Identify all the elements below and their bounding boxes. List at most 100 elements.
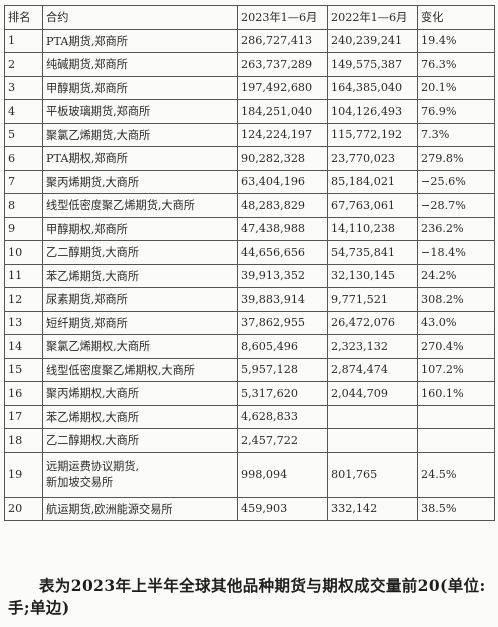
contract-cell: 尿素期货,郑商所 <box>42 287 238 312</box>
contract-cell: 苯乙烯期权,大商所 <box>42 404 238 429</box>
contract-cell: 纯碱期货,郑商所 <box>42 52 238 77</box>
header-change: 变化 <box>417 5 495 30</box>
change-cell: 19.4% <box>417 28 495 53</box>
volume-2022-cell: 332,142 <box>327 496 418 521</box>
header-rank: 排名 <box>4 5 43 30</box>
table-row: 4 平板玻璃期货,郑商所 184,251,040 104,126,493 76.9% <box>4 99 495 124</box>
volume-2023-cell: 5,957,128 <box>237 357 328 382</box>
volume-2022-cell: 26,472,076 <box>327 310 418 335</box>
rank-cell: 16 <box>4 381 43 406</box>
volume-2022-cell: 2,323,132 <box>327 334 418 359</box>
rank-cell: 5 <box>4 122 43 147</box>
volume-2023-cell: 4,628,833 <box>237 404 328 429</box>
contract-cell: 聚氯乙烯期货,大商所 <box>42 122 238 147</box>
contract-cell: 航运期货,欧洲能源交易所 <box>42 496 238 521</box>
contract-cell: 远期运费协议期货, 新加坡交易所 <box>42 451 238 498</box>
rank-cell: 19 <box>4 451 43 498</box>
volume-2022-cell: 104,126,493 <box>327 99 418 124</box>
volume-2022-cell: 164,385,040 <box>327 75 418 100</box>
volume-2023-cell: 90,282,328 <box>237 146 328 171</box>
rank-cell: 4 <box>4 99 43 124</box>
rank-cell: 13 <box>4 310 43 335</box>
change-cell: 236.2% <box>417 216 495 241</box>
rank-cell: 2 <box>4 52 43 77</box>
volume-2023-cell: 197,492,680 <box>237 75 328 100</box>
volume-2023-cell: 63,404,196 <box>237 169 328 194</box>
change-cell: 107.2% <box>417 357 495 382</box>
contract-cell: 苯乙烯期货,大商所 <box>42 263 238 288</box>
change-cell: 7.3% <box>417 122 495 147</box>
contract-cell: 线型低密度聚乙烯期货,大商所 <box>42 193 238 218</box>
contract-cell: 短纤期货,郑商所 <box>42 310 238 335</box>
change-cell: 24.5% <box>417 451 495 498</box>
volume-2023-cell: 5,317,620 <box>237 381 328 406</box>
volume-2023-cell: 44,656,656 <box>237 240 328 265</box>
table-row: 5 聚氯乙烯期货,大商所 124,224,197 115,772,192 7.3% <box>4 122 495 147</box>
table-row: 2 纯碱期货,郑商所 263,737,289 149,575,387 76.3% <box>4 52 495 77</box>
volume-2023-cell: 37,862,955 <box>237 310 328 335</box>
contract-cell: 平板玻璃期货,郑商所 <box>42 99 238 124</box>
table-body: 1 PTA期货,郑商所 286,727,413 240,239,241 19.4% 2 纯碱… <box>4 28 495 521</box>
volume-2022-cell: 23,770,023 <box>327 146 418 171</box>
rank-cell: 14 <box>4 334 43 359</box>
change-cell: 76.3% <box>417 52 495 77</box>
volume-2022-cell: 9,771,521 <box>327 287 418 312</box>
volume-2023-cell: 263,737,289 <box>237 52 328 77</box>
table-header-row: 排名 合约 2023年1—6月 2022年1—6月 变化 <box>4 5 495 30</box>
rank-cell: 10 <box>4 240 43 265</box>
change-cell: 76.9% <box>417 99 495 124</box>
change-cell: 270.4% <box>417 334 495 359</box>
change-cell: 279.8% <box>417 146 495 171</box>
volume-2023-cell: 459,903 <box>237 496 328 521</box>
table-row: 8 线型低密度聚乙烯期货,大商所 48,283,829 67,763,061 −28.7… <box>4 193 495 218</box>
volume-2023-cell: 8,605,496 <box>237 334 328 359</box>
change-cell: −18.4% <box>417 240 495 265</box>
volume-2022-cell: 14,110,238 <box>327 216 418 241</box>
contract-cell: 甲醇期货,郑商所 <box>42 75 238 100</box>
rank-cell: 20 <box>4 496 43 521</box>
volume-2023-cell: 998,094 <box>237 451 328 498</box>
header-contract: 合约 <box>42 5 238 30</box>
contract-cell: 聚氯乙烯期权,大商所 <box>42 334 238 359</box>
change-cell: −25.6% <box>417 169 495 194</box>
volume-2023-cell: 39,913,352 <box>237 263 328 288</box>
table-row: 18 乙二醇期权,大商所 2,457,722 <box>4 428 495 453</box>
contract-cell: 甲醇期权,郑商所 <box>42 216 238 241</box>
change-cell: 308.2% <box>417 287 495 312</box>
volume-2022-cell: 801,765 <box>327 451 418 498</box>
rank-cell: 9 <box>4 216 43 241</box>
volume-2023-cell: 48,283,829 <box>237 193 328 218</box>
table-row: 12 尿素期货,郑商所 39,883,914 9,771,521 308.2% <box>4 287 495 312</box>
volume-2023-cell: 184,251,040 <box>237 99 328 124</box>
change-cell <box>417 404 495 429</box>
change-cell: 160.1% <box>417 381 495 406</box>
table-row: 13 短纤期货,郑商所 37,862,955 26,472,076 43.0% <box>4 310 495 335</box>
volume-2022-cell: 54,735,841 <box>327 240 418 265</box>
volume-2022-cell: 149,575,387 <box>327 52 418 77</box>
table-row: 1 PTA期货,郑商所 286,727,413 240,239,241 19.4% <box>4 28 495 53</box>
table-row: 14 聚氯乙烯期权,大商所 8,605,496 2,323,132 270.4% <box>4 334 495 359</box>
rank-cell: 18 <box>4 428 43 453</box>
rank-cell: 6 <box>4 146 43 171</box>
volume-2022-cell: 67,763,061 <box>327 193 418 218</box>
table-row: 20 航运期货,欧洲能源交易所 459,903 332,142 38.5% <box>4 496 495 521</box>
rank-cell: 11 <box>4 263 43 288</box>
change-cell: −28.7% <box>417 193 495 218</box>
change-cell: 20.1% <box>417 75 495 100</box>
rank-cell: 8 <box>4 193 43 218</box>
volume-2022-cell: 240,239,241 <box>327 28 418 53</box>
table-row: 6 PTA期权,郑商所 90,282,328 23,770,023 279.8% <box>4 146 495 171</box>
table-row: 9 甲醇期权,郑商所 47,438,988 14,110,238 236.2% <box>4 216 495 241</box>
table-row: 16 聚丙烯期权,大商所 5,317,620 2,044,709 160.1% <box>4 381 495 406</box>
change-cell: 38.5% <box>417 496 495 521</box>
contract-cell: PTA期货,郑商所 <box>42 28 238 53</box>
table-row: 15 线型低密度聚乙烯期权,大商所 5,957,128 2,874,474 107.2% <box>4 357 495 382</box>
volume-2022-cell <box>327 428 418 453</box>
change-cell <box>417 428 495 453</box>
volume-2022-cell: 32,130,145 <box>327 263 418 288</box>
volume-2023-cell: 39,883,914 <box>237 287 328 312</box>
rank-cell: 12 <box>4 287 43 312</box>
rank-cell: 17 <box>4 404 43 429</box>
contract-cell: 线型低密度聚乙烯期权,大商所 <box>42 357 238 382</box>
